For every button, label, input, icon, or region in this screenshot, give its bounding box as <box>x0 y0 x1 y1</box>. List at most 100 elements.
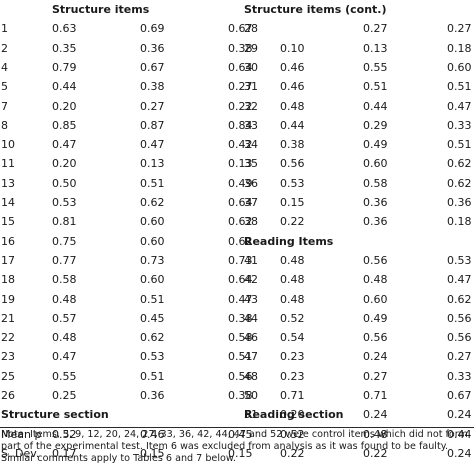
item-number: 25 <box>1 369 15 383</box>
value-cell: 0.17 <box>52 446 77 460</box>
summary-label: S. Dev. <box>1 446 40 460</box>
bottom-rule <box>0 427 474 428</box>
value-cell: 0.60 <box>140 234 165 248</box>
value-cell: 0.47 <box>52 350 77 364</box>
summary-label: Mean p <box>1 427 42 441</box>
item-number: 22 <box>1 331 15 345</box>
value-cell: 0.58 <box>52 273 77 287</box>
table-row: 23 0.47 0.53 0.51 47 0.23 0.24 0.27 <box>0 347 474 366</box>
value-cell: 0.71 <box>363 389 388 402</box>
table-row: 25 0.55 0.51 0.56 48 0.23 0.27 0.33 <box>0 367 474 386</box>
value-cell: 0.48 <box>280 292 305 306</box>
value-cell: 0.54 <box>280 331 305 345</box>
value-cell: 0.20 <box>280 408 305 422</box>
value-cell: 0.64 <box>228 60 253 74</box>
value-cell: 0.50 <box>52 176 77 190</box>
value-cell: 0.36 <box>363 196 388 209</box>
value-cell: 0.60 <box>363 157 388 171</box>
value-cell: 0.62 <box>447 157 472 171</box>
value-cell: 0.56 <box>363 253 388 267</box>
value-cell: 0.51 <box>140 176 165 190</box>
table-row: 5 0.44 0.38 0.27 31 0.46 0.51 0.51 <box>0 77 474 96</box>
value-cell: 0.22 <box>228 99 253 113</box>
item-number: 21 <box>1 311 15 325</box>
item-number: 1 <box>1 22 8 36</box>
table-row: 18 0.58 0.60 0.64 42 0.48 0.48 0.47 <box>0 270 474 289</box>
value-cell: 0.45 <box>228 427 253 441</box>
value-cell: 0.36 <box>140 389 165 402</box>
value-cell: 0.44 <box>363 99 388 113</box>
value-cell: 0.10 <box>280 41 305 55</box>
value-cell: 0.67 <box>447 389 472 402</box>
value-cell: 0.55 <box>363 60 388 74</box>
table-row: 26 0.25 0.36 0.38 50 0.71 0.71 0.67 <box>0 386 474 405</box>
value-cell: 0.62 <box>228 215 253 229</box>
value-cell: 0.38 <box>228 389 253 402</box>
structure-items-cont-header: Structure items (cont.) <box>244 3 387 16</box>
value-cell: 0.49 <box>363 311 388 325</box>
value-cell: 0.62 <box>140 196 165 209</box>
value-cell: 0.64 <box>228 196 253 209</box>
value-cell: 0.27 <box>140 99 165 113</box>
item-number: 17 <box>1 253 15 267</box>
value-cell: 0.57 <box>52 311 77 325</box>
value-cell: 0.15 <box>140 446 165 460</box>
value-cell: 0.63 <box>52 22 77 36</box>
item-number: 31 <box>244 80 258 94</box>
table-row: 17 0.77 0.73 0.73 41 0.48 0.56 0.53 <box>0 251 474 270</box>
item-number: 16 <box>1 234 15 248</box>
item-number: 11 <box>1 157 15 171</box>
value-cell: 0.87 <box>140 118 165 132</box>
table-row: 14 0.53 0.62 0.64 37 0.15 0.36 0.36 <box>0 193 474 212</box>
value-cell: 0.48 <box>280 273 305 287</box>
item-number: 18 <box>1 273 15 287</box>
value-cell: 0.48 <box>52 292 77 306</box>
item-number: 23 <box>1 350 15 364</box>
reading-items-header: Reading Items <box>244 234 334 248</box>
value-cell: 0.22 <box>280 446 305 460</box>
value-cell: 0.36 <box>363 215 388 229</box>
value-cell: 0.47 <box>52 138 77 152</box>
value-cell: 0.23 <box>280 350 305 364</box>
item-number: 36 <box>244 176 258 190</box>
structure-items-header: Structure items <box>52 3 150 16</box>
value-cell: 0.13 <box>228 157 253 171</box>
value-cell: 0.71 <box>280 389 305 402</box>
value-cell: 0.51 <box>447 138 472 152</box>
value-cell: 0.62 <box>447 176 472 190</box>
value-cell: 0.46 <box>280 60 305 74</box>
value-cell: 0.51 <box>363 80 388 94</box>
value-cell: 0.85 <box>52 118 77 132</box>
table-row: 2 0.35 0.36 0.38 29 0.10 0.13 0.18 <box>0 39 474 58</box>
value-cell: 0.20 <box>52 157 77 171</box>
value-cell: 0.81 <box>52 215 77 229</box>
item-number: 34 <box>244 138 258 152</box>
value-cell: 0.47 <box>447 99 472 113</box>
table-row: 22 0.48 0.62 0.58 46 0.54 0.56 0.56 <box>0 328 474 347</box>
table-row: 10 0.47 0.47 0.42 34 0.38 0.49 0.51 <box>0 135 474 154</box>
table-row: 8 0.85 0.87 0.84 33 0.44 0.29 0.33 <box>0 116 474 135</box>
value-cell: 0.22 <box>363 446 388 460</box>
item-number: 43 <box>244 292 258 306</box>
table-row: 21 0.57 0.45 0.38 44 0.52 0.49 0.56 <box>0 309 474 328</box>
value-cell: 0.47 <box>228 292 253 306</box>
value-cell: 0.27 <box>447 350 472 364</box>
value-cell: 0.18 <box>447 41 472 55</box>
value-cell: 0.69 <box>140 22 165 36</box>
item-number: 8 <box>1 118 8 132</box>
item-number: 50 <box>244 389 258 402</box>
value-cell: 0.13 <box>140 157 165 171</box>
item-number: 44 <box>244 311 258 325</box>
value-cell: 0.56 <box>447 331 472 345</box>
item-number: 10 <box>1 138 15 152</box>
value-cell: 0.47 <box>140 138 165 152</box>
item-number: 13 <box>1 176 15 190</box>
value-cell: 0.27 <box>363 369 388 383</box>
value-cell: 0.48 <box>363 273 388 287</box>
value-cell: 0.58 <box>228 331 253 345</box>
value-cell: 0.24 <box>363 408 388 422</box>
value-cell: 0.49 <box>363 138 388 152</box>
item-number: 46 <box>244 331 258 345</box>
table-row: Structure section 51 0.20 0.24 0.24 Reading s… <box>0 405 474 424</box>
value-cell: 0.49 <box>228 176 253 190</box>
